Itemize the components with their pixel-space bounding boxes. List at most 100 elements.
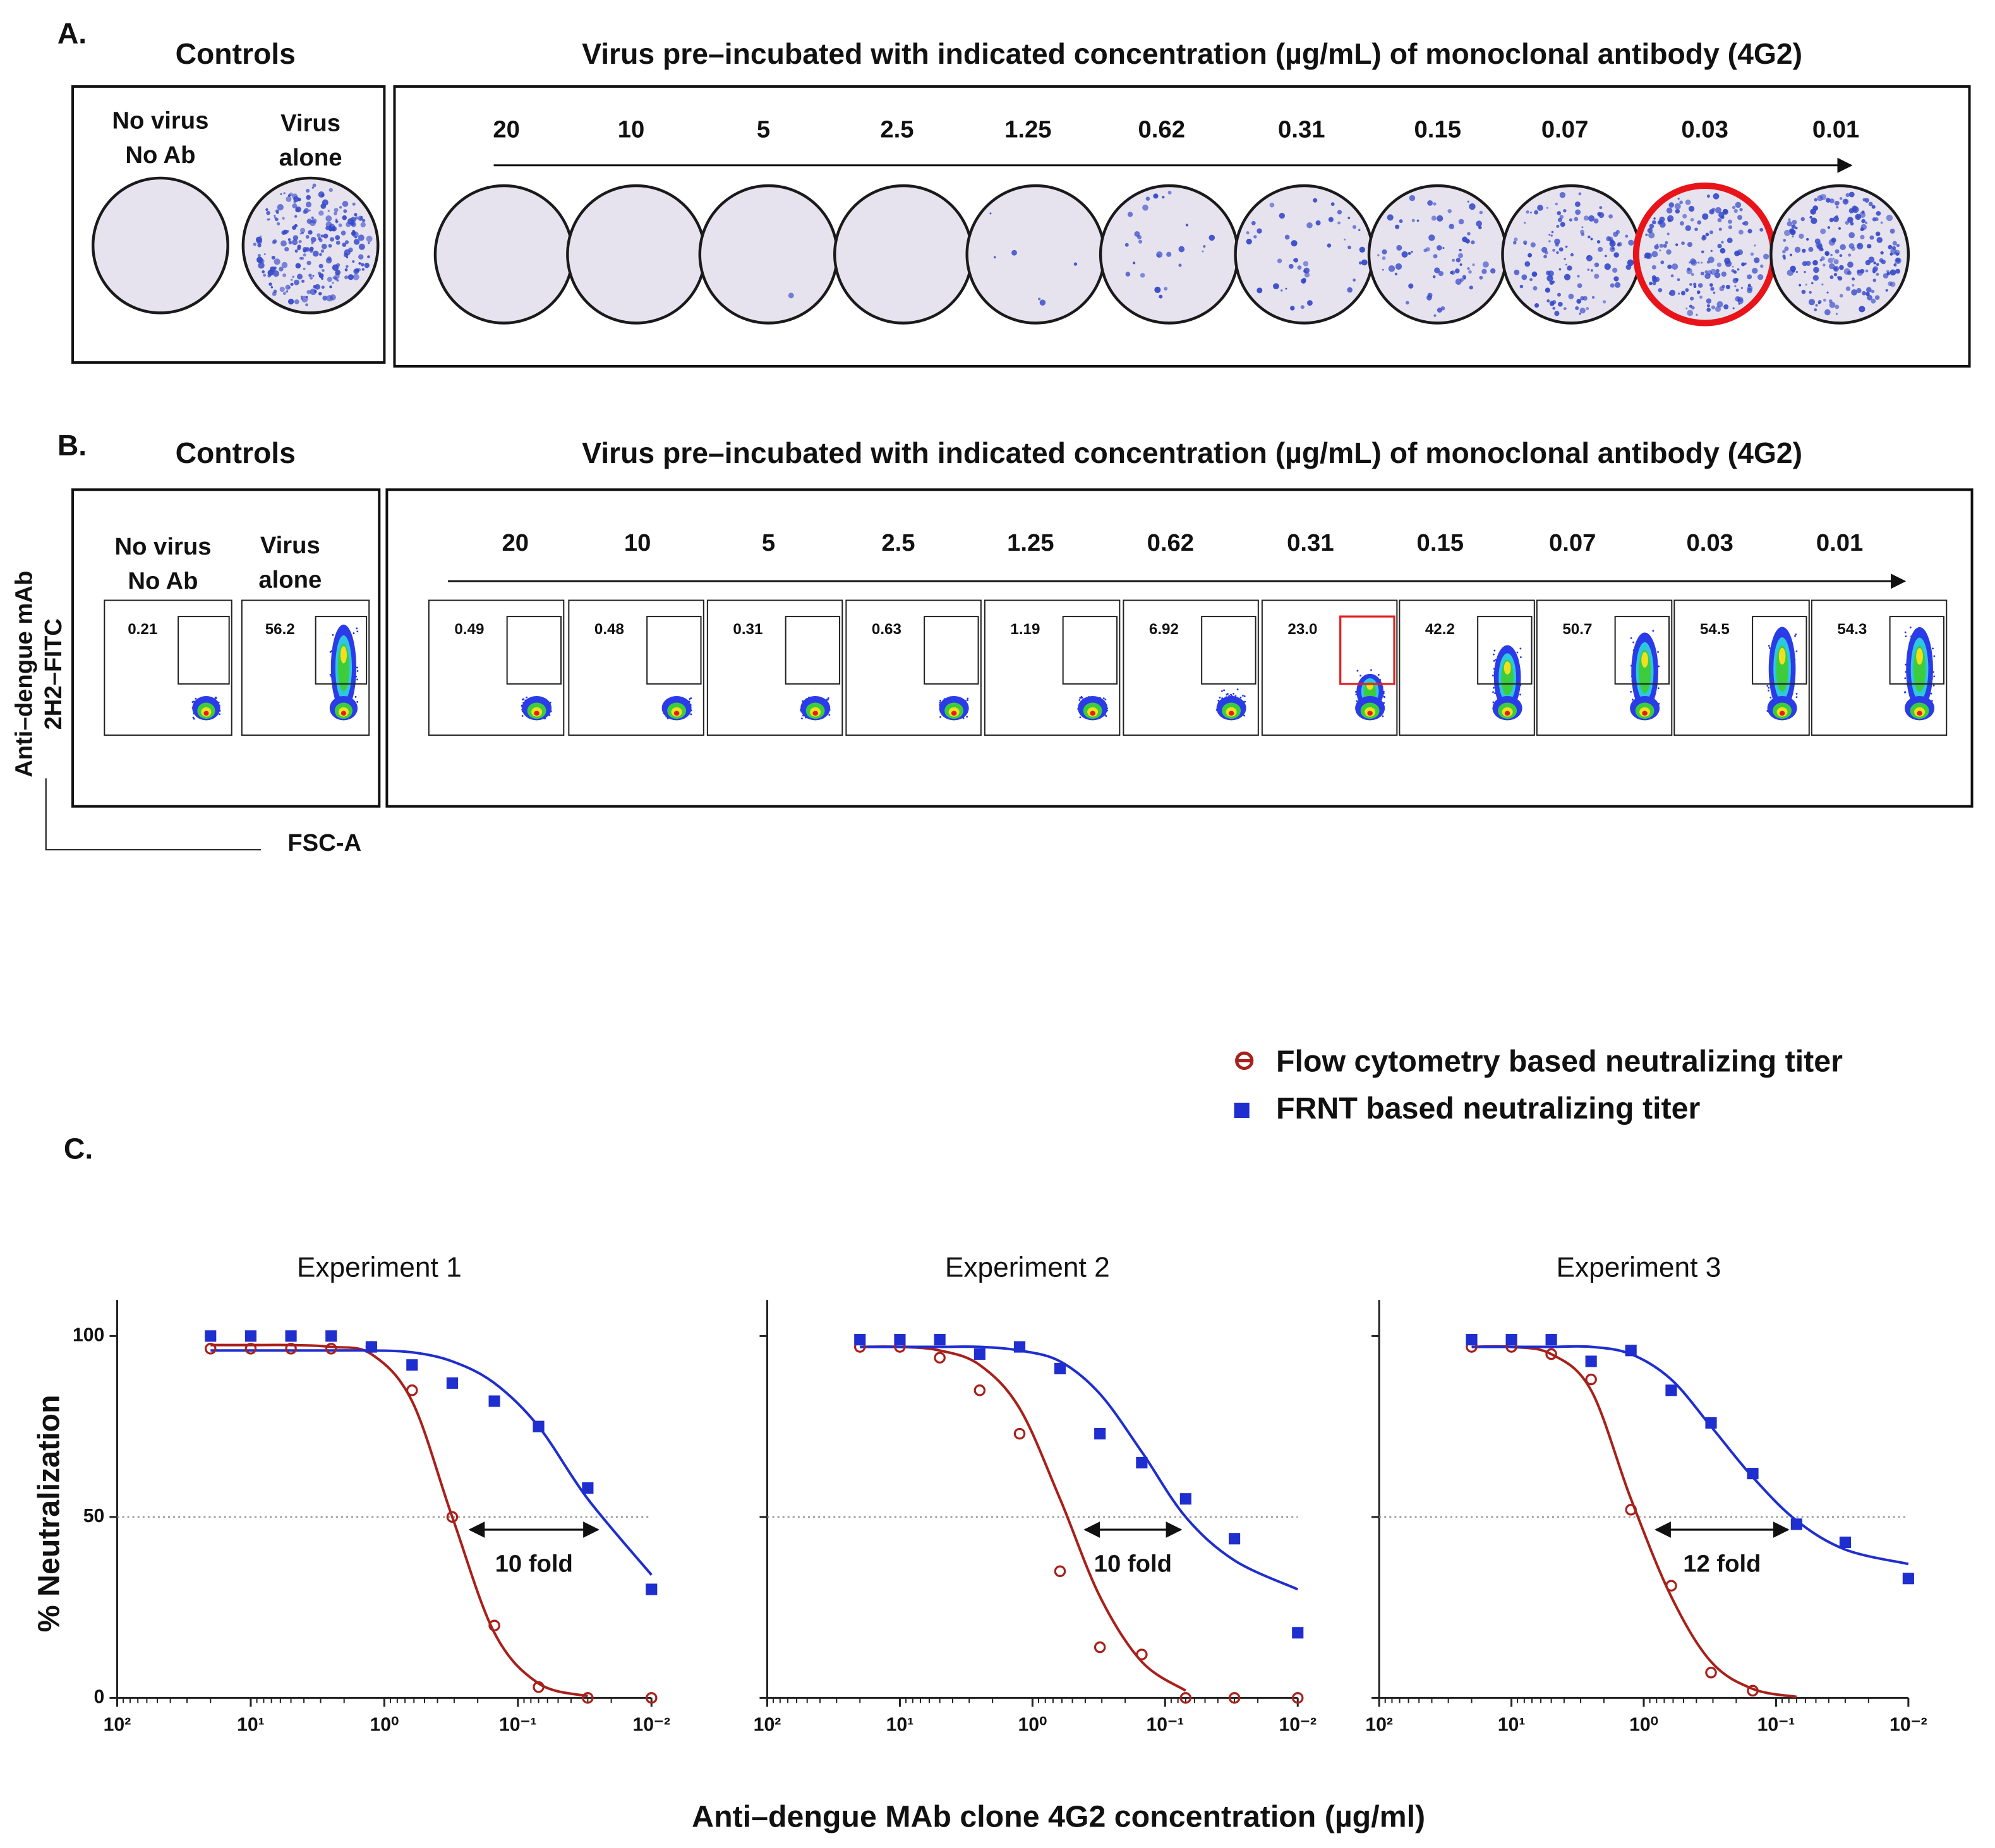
data-point <box>1902 1573 1914 1585</box>
focus-spot <box>335 240 341 245</box>
focus-spot <box>1408 283 1414 289</box>
event-dot <box>966 716 968 718</box>
focus-spot <box>1687 267 1691 271</box>
focus-spot <box>1709 283 1713 287</box>
focus-spot <box>1407 251 1411 255</box>
focus-spot <box>1747 285 1753 291</box>
event-dot <box>1794 635 1796 637</box>
data-point <box>854 1334 866 1346</box>
focus-spot <box>1890 269 1896 276</box>
focus-spot <box>1627 259 1634 267</box>
focus-spot <box>274 258 280 265</box>
gate-percentage: 56.2 <box>265 621 295 638</box>
focus-spot <box>305 303 308 306</box>
event-cloud <box>341 711 346 716</box>
focus-spot <box>344 275 349 280</box>
focus-spot <box>1353 279 1356 282</box>
focus-spot <box>274 215 276 217</box>
data-point <box>1705 1667 1717 1679</box>
focus-spot <box>1442 247 1445 249</box>
focus-spot <box>1568 294 1574 299</box>
focus-spot <box>300 296 303 298</box>
focus-spot <box>282 292 286 296</box>
focus-spot <box>1697 261 1700 264</box>
data-point <box>1585 1373 1597 1386</box>
focus-spot <box>1836 206 1839 209</box>
concentration-label: 0.15 <box>1417 529 1464 556</box>
focus-spot <box>360 222 366 228</box>
focus-spot <box>1717 218 1722 222</box>
event-cloud <box>1090 711 1095 716</box>
focus-spot <box>313 289 317 294</box>
focus-spot <box>294 299 299 304</box>
focus-spot <box>1851 289 1857 296</box>
focus-spot <box>305 296 308 299</box>
x-tick-label: 10⁰ <box>1018 1715 1047 1736</box>
focus-spot <box>1257 228 1262 234</box>
focus-spot <box>1704 273 1711 279</box>
event-dot <box>1652 630 1654 632</box>
focus-spot <box>282 273 287 277</box>
focus-spot <box>1567 265 1572 271</box>
focus-spot <box>1253 235 1257 239</box>
focus-spot <box>266 210 270 215</box>
event-cloud <box>1916 648 1923 665</box>
gate-percentage: 0.21 <box>128 621 157 638</box>
focus-spot <box>1672 263 1679 270</box>
focus-spot <box>294 215 298 218</box>
focus-spot <box>1687 242 1693 248</box>
dilution-frame <box>385 488 1974 808</box>
event-cloud <box>812 711 818 716</box>
focus-spot <box>1545 270 1551 275</box>
focus-spot <box>1787 269 1793 276</box>
data-point <box>365 1341 377 1353</box>
focus-spot <box>1531 271 1538 277</box>
event-dot <box>356 666 358 669</box>
gate <box>1062 616 1118 685</box>
event-cloud <box>203 711 209 716</box>
event-cloud <box>1779 711 1785 716</box>
focus-spot <box>1732 307 1735 309</box>
event-dot <box>1795 633 1797 635</box>
focus-spot <box>1552 248 1556 252</box>
event-dot <box>1236 688 1239 690</box>
focus-spot <box>1479 275 1483 280</box>
focus-spot <box>299 227 306 233</box>
focus-spot <box>1388 265 1395 272</box>
x-tick-label: 10⁰ <box>370 1715 399 1736</box>
focus-spot <box>1564 258 1566 260</box>
event-dot <box>1905 635 1907 637</box>
gate <box>785 616 841 685</box>
focus-spot <box>1890 281 1896 287</box>
focus-spot <box>1545 251 1548 255</box>
focus-spot <box>1824 309 1831 316</box>
focus-spot <box>1667 215 1674 222</box>
focus-spot <box>1609 246 1615 253</box>
focus-spot <box>301 231 304 234</box>
focus-spot <box>1701 236 1706 241</box>
event-dot <box>1359 675 1362 677</box>
focus-spot <box>1288 263 1294 269</box>
focus-spot <box>1467 200 1469 203</box>
event-dot <box>690 697 692 699</box>
concentration-label: 0.62 <box>1138 116 1185 143</box>
focus-spot <box>292 235 299 241</box>
focus-spot <box>1651 265 1656 270</box>
data-point <box>1505 1334 1517 1346</box>
focus-spot <box>294 249 298 253</box>
focus-spot <box>1848 232 1855 239</box>
focus-spot <box>1865 292 1870 296</box>
concentration-label: 10 <box>618 116 645 143</box>
focus-spot <box>1792 231 1795 234</box>
event-dot <box>1768 645 1770 647</box>
concentration-label: 0.01 <box>1812 116 1859 143</box>
data-point <box>244 1330 256 1342</box>
focus-spot <box>1574 201 1581 207</box>
focus-spot <box>1178 246 1185 253</box>
focus-spot <box>344 249 351 256</box>
focus-spot <box>1845 193 1850 198</box>
focus-spot <box>1810 208 1816 215</box>
focus-spot <box>1814 308 1817 311</box>
data-point <box>1292 1627 1304 1639</box>
event-dot <box>1766 685 1769 687</box>
